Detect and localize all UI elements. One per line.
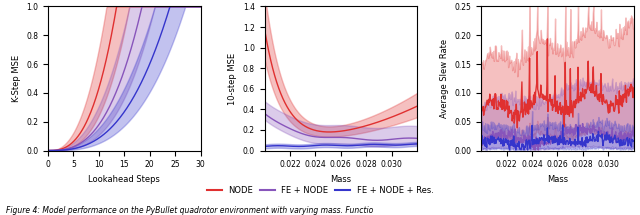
Legend: NODE, FE + NODE, FE + NODE + Res.: NODE, FE + NODE, FE + NODE + Res. (203, 182, 437, 198)
Text: Figure 4: Model performance on the PyBullet quadrotor environment with varying m: Figure 4: Model performance on the PyBul… (6, 206, 374, 215)
X-axis label: Mass: Mass (547, 175, 568, 184)
Y-axis label: Average Slew Rate: Average Slew Rate (440, 39, 449, 118)
Y-axis label: 10-step MSE: 10-step MSE (228, 52, 237, 104)
X-axis label: Lookahead Steps: Lookahead Steps (88, 175, 160, 184)
X-axis label: Mass: Mass (330, 175, 351, 184)
Y-axis label: K-Step MSE: K-Step MSE (12, 55, 20, 102)
